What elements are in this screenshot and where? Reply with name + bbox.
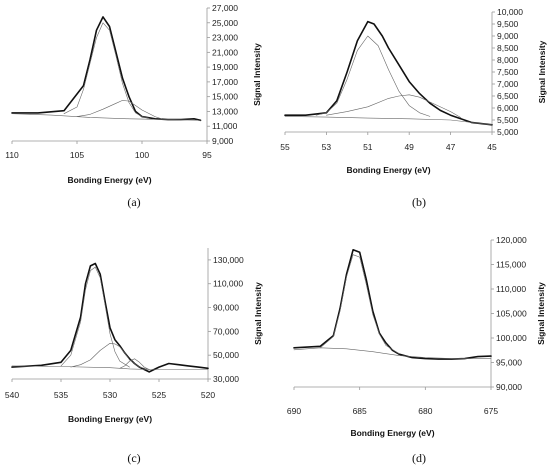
x-tick-label: 100 <box>135 150 149 160</box>
y-tick-label: 23,000 <box>212 33 238 43</box>
x-tick-label: 520 <box>201 390 215 400</box>
fit-component-line <box>70 342 150 370</box>
x-axis-title: Bonding Energy (eV) <box>68 414 152 424</box>
fit-component-line <box>326 94 462 118</box>
x-tick-label: 690 <box>287 406 301 416</box>
y-tick-label: 110,000 <box>213 279 243 289</box>
y-tick-label: 9,000 <box>212 136 234 146</box>
fit-component-line <box>11 365 209 370</box>
fit-component-line <box>76 100 162 120</box>
spectrum-line <box>293 249 492 360</box>
y-tick-label: 50,000 <box>213 350 239 360</box>
fit-component-line <box>11 113 201 121</box>
y-tick-label: 27,000 <box>212 3 238 13</box>
y-tick-label: 7,500 <box>497 67 519 77</box>
fit-component-line <box>60 266 130 368</box>
y-tick-label: 8,500 <box>497 43 519 53</box>
y-tick-label: 7,000 <box>497 79 519 89</box>
x-tick-label: 45 <box>487 142 497 152</box>
y-tick-label: 11,000 <box>212 121 238 131</box>
y-tick-label: 130,000 <box>213 255 244 265</box>
spectrum-line <box>11 262 209 373</box>
chart-panel-d: 690 685 680 675 90,000 95,000 100,000 105,000 11… <box>287 235 546 465</box>
fit-component-line <box>319 254 400 355</box>
x-tick-label: 680 <box>418 406 432 416</box>
y-tick-label: 6,500 <box>497 91 519 101</box>
y-tick-label: 10,000 <box>497 7 523 17</box>
x-tick-label: 675 <box>484 406 498 416</box>
x-tick-label: 105 <box>70 150 84 160</box>
y-axis-title: Signal Intensity <box>252 43 262 106</box>
x-axis-title: Bonding Energy (eV) <box>350 428 434 438</box>
panel-label: (d) <box>412 451 426 465</box>
x-tick-label: 55 <box>280 142 290 152</box>
y-tick-label: 100,000 <box>496 333 527 343</box>
x-axis-title: Bonding Energy (eV) <box>346 165 430 175</box>
y-tick-label: 95,000 <box>496 358 522 368</box>
chart-panel-b: 55 53 51 49 47 455,000 5,500 6,000 6,500 7,000 7,5… <box>280 7 547 209</box>
x-tick-label: 47 <box>446 142 456 152</box>
x-tick-label: 53 <box>322 142 332 152</box>
panel-label: (b) <box>412 195 426 209</box>
y-tick-label: 21,000 <box>212 47 238 57</box>
x-tick-label: 51 <box>363 142 373 152</box>
y-tick-label: 6,000 <box>497 103 519 113</box>
y-tick-label: 90,000 <box>496 382 522 392</box>
y-tick-label: 17,000 <box>212 77 238 87</box>
x-tick-label: 525 <box>152 390 166 400</box>
fit-component-line <box>315 35 431 117</box>
x-tick-label: 49 <box>404 142 414 152</box>
y-axis-title: Signal Intensity <box>253 282 263 345</box>
y-tick-label: 9,000 <box>497 31 519 41</box>
fit-component-line <box>293 347 492 359</box>
y-tick-label: 15,000 <box>212 92 238 102</box>
fit-component-line <box>284 116 493 126</box>
x-tick-label: 530 <box>103 390 117 400</box>
y-tick-label: 90,000 <box>213 303 239 313</box>
fit-component-line <box>63 22 149 119</box>
y-tick-label: 5,000 <box>497 127 519 137</box>
x-tick-label: 685 <box>353 406 367 416</box>
y-tick-label: 110,000 <box>496 284 526 294</box>
y-tick-label: 19,000 <box>212 62 238 72</box>
y-tick-label: 105,000 <box>496 309 527 319</box>
y-tick-label: 9,500 <box>497 19 519 29</box>
y-tick-label: 25,000 <box>212 18 238 28</box>
y-tick-label: 5,500 <box>497 115 519 125</box>
spectrum-line <box>284 20 493 126</box>
x-tick-label: 535 <box>54 390 68 400</box>
y-axis-title: Signal Intensity <box>536 282 546 345</box>
x-tick-label: 540 <box>5 390 19 400</box>
x-axis-title: Bonding Energy (eV) <box>67 175 151 185</box>
spectrum-line <box>11 16 202 122</box>
y-tick-label: 120,000 <box>496 235 527 245</box>
y-tick-label: 30,000 <box>213 374 239 384</box>
y-tick-label: 70,000 <box>213 326 239 336</box>
x-tick-label: 110 <box>5 150 19 160</box>
fit-component-line <box>119 358 150 370</box>
y-tick-label: 8,000 <box>497 55 519 65</box>
y-tick-label: 13,000 <box>212 106 238 116</box>
y-tick-label: 115,000 <box>496 260 526 270</box>
chart-panel-a: 110 105 100 959,000 11,000 13,000 15,000 17,000… <box>5 3 262 209</box>
panel-label: (c) <box>127 451 140 465</box>
y-axis-title: Signal Intensity <box>537 40 547 103</box>
panel-label: (a) <box>127 195 140 209</box>
chart-panel-c: 540 535 530 525 520 30,000 50,000 70,000 90,000 1… <box>5 248 263 465</box>
x-tick-label: 95 <box>202 150 212 160</box>
